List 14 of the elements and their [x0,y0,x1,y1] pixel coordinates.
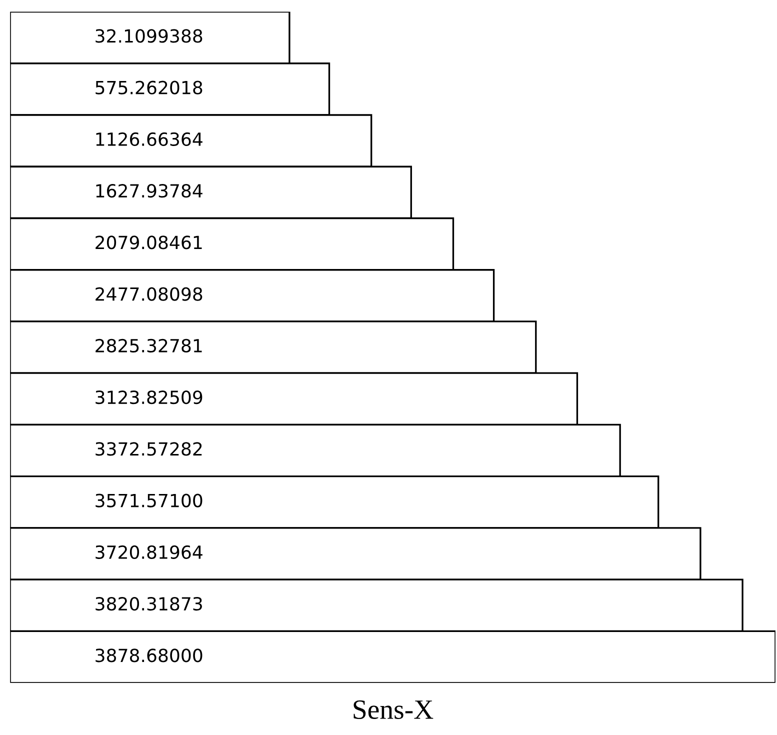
y-tick-label: 3820.31873 [96,596,202,611]
y-tick-label: 3123.82509 [96,390,202,404]
y-tick-label: 2477.08098 [96,287,202,301]
x-axis-title: Sens-X [354,700,434,720]
y-tick-label: 3372.57282 [96,442,202,456]
y-tick-label: 1126.66364 [96,132,202,146]
y-tick-label: 3878.68000 [96,648,202,662]
y-tick-label: 3571.57100 [96,494,202,508]
y-tick-label: 1627.93784 [96,184,202,198]
y-tick-label: 575.262018 [96,80,202,94]
y-tick-label: 3720.81964 [96,545,202,560]
y-tick-label: 2825.32781 [96,338,202,353]
y-tick-label: 2079.08461 [96,236,202,250]
y-tick-label: 32.1099388 [96,29,202,43]
